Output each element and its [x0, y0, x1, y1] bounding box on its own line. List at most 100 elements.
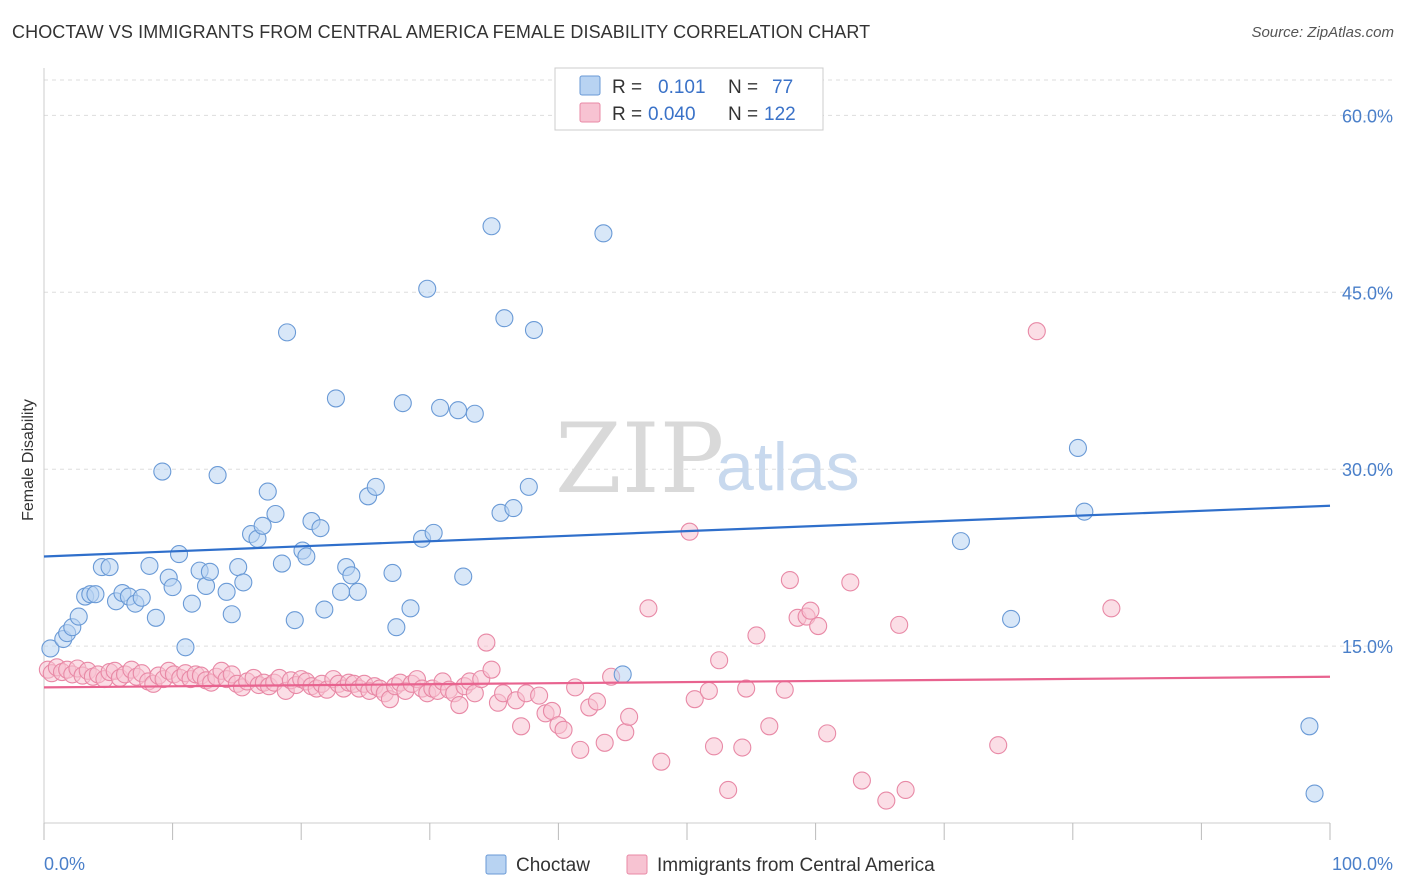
data-point [454, 567, 473, 586]
data-point [896, 780, 915, 800]
data-point [208, 466, 227, 485]
legend-r-label-immigrants: R = [612, 104, 642, 125]
legend-n-label-immigrants: N = [728, 104, 758, 125]
data-point [620, 707, 639, 726]
x-ticks [43, 823, 1331, 840]
trend-line-choctaw [43, 504, 1331, 558]
data-point [1002, 609, 1021, 629]
data-point [704, 737, 724, 756]
data-point [809, 616, 828, 636]
data-point [699, 681, 718, 700]
data-point [229, 558, 248, 577]
data-point [639, 599, 658, 618]
bottom-legend-swatch-choctaw [485, 854, 507, 875]
legend-n-value-immigrants: 122 [764, 104, 796, 125]
chart-source: Source: ZipAtlas.com [1251, 24, 1394, 41]
y-tick-label: 60.0% [1342, 106, 1393, 126]
data-point [890, 615, 909, 634]
data-point [200, 562, 219, 581]
data-point [163, 578, 182, 597]
data-point [266, 504, 285, 524]
data-point [86, 585, 105, 604]
bottom-legend-label-choctaw: Choctaw [516, 855, 590, 876]
data-point [383, 563, 402, 583]
watermark-atlas: atlas [716, 429, 860, 505]
legend-r-value-immigrants: 0.040 [648, 104, 696, 125]
data-point [217, 582, 236, 601]
trend-line-immigrants [43, 675, 1331, 689]
data-point [176, 638, 195, 657]
data-point [616, 723, 635, 742]
legend-r-label-choctaw: R = [612, 77, 642, 98]
watermark-zip: ZIP [555, 403, 724, 515]
data-point [234, 573, 253, 592]
data-point [285, 611, 304, 630]
data-point [222, 605, 241, 624]
data-point [482, 217, 501, 236]
data-point [100, 558, 119, 577]
data-point [519, 477, 538, 496]
data-point [424, 523, 443, 542]
x-tick-label-min: 0.0% [44, 854, 85, 874]
data-point [348, 582, 367, 601]
data-point [801, 601, 820, 620]
data-point [140, 556, 159, 575]
data-point [132, 588, 151, 607]
data-point [571, 740, 590, 759]
bottom-legend-swatch-immigrants [626, 854, 648, 875]
bottom-legend-label-immigrants: Immigrants from Central America [657, 855, 935, 876]
data-point [877, 791, 896, 810]
data-point [852, 771, 871, 790]
legend-n-label-choctaw: N = [728, 77, 758, 98]
data-point [311, 519, 330, 538]
x-tick-label-max: 100.0% [1332, 854, 1393, 874]
data-point [504, 499, 523, 518]
y-tick-labels: 15.0% 30.0% 45.0% 60.0% [1342, 106, 1393, 657]
data-point [524, 320, 544, 340]
data-point [146, 608, 165, 627]
data-point [253, 516, 272, 535]
data-point [169, 545, 189, 564]
data-point [315, 600, 334, 619]
data-point [747, 626, 766, 645]
data-point [449, 401, 468, 420]
bottom-legend: Choctaw Immigrants from Central America [485, 854, 935, 876]
data-point [760, 717, 779, 736]
data-point [326, 389, 345, 408]
data-point [1075, 502, 1094, 521]
y-tick-label: 30.0% [1342, 460, 1393, 480]
data-point [594, 224, 613, 243]
grid-lines [44, 79, 1393, 647]
data-point [495, 309, 514, 328]
data-point [477, 633, 496, 652]
data-point [465, 404, 484, 423]
data-point [418, 279, 437, 298]
data-point [1305, 784, 1324, 803]
trend-lines [43, 504, 1331, 689]
y-tick-label: 45.0% [1342, 283, 1393, 303]
data-point [554, 720, 573, 739]
data-point [153, 462, 172, 481]
data-point [431, 398, 450, 417]
data-point [450, 696, 469, 715]
legend-n-value-choctaw: 77 [772, 77, 793, 98]
data-point [737, 679, 756, 698]
data-point [401, 599, 420, 618]
data-point [780, 571, 799, 590]
data-point [613, 665, 632, 684]
data-point [775, 680, 794, 699]
data-point [566, 678, 585, 697]
data-point [41, 639, 60, 658]
data-point [951, 532, 970, 551]
data-point [512, 717, 531, 736]
data-point [258, 482, 277, 501]
data-point [482, 660, 501, 679]
data-point [1027, 322, 1046, 341]
series-choctaw-points [41, 217, 1324, 803]
data-point [393, 394, 412, 413]
y-axis-label: Female Disability [20, 399, 37, 521]
data-point [841, 573, 860, 592]
y-tick-label: 15.0% [1342, 637, 1393, 657]
data-point [685, 690, 704, 709]
